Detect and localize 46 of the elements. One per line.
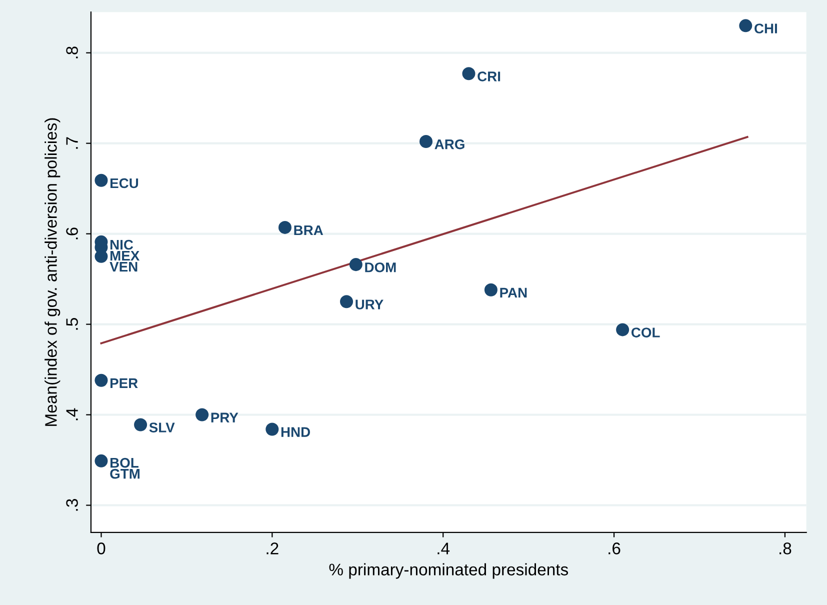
- point: [94, 454, 108, 468]
- y-tick-label: .4: [66, 408, 78, 420]
- point: [266, 422, 279, 436]
- annotation: PAN: [500, 288, 527, 298]
- point: [94, 174, 108, 187]
- annotation: SLV: [149, 422, 175, 432]
- point: [419, 134, 433, 148]
- y-tick-label: .7: [66, 137, 78, 149]
- y-tick-label: .8: [66, 46, 78, 58]
- annotation: ARG: [434, 139, 464, 150]
- annotation: BOL: [110, 458, 138, 468]
- x-tick-label: .2: [266, 542, 278, 554]
- annotation: CRI: [478, 72, 500, 82]
- point: [94, 250, 108, 263]
- y-axis-title: Mean(index of gov. anti-diversion policies): [44, 118, 60, 426]
- annotation: ECU: [110, 178, 138, 188]
- x-tick-label: .4: [438, 542, 450, 554]
- annotation: NIC: [110, 240, 134, 250]
- annotation: COL: [631, 328, 660, 338]
- point: [616, 323, 630, 336]
- annotation: MEX: [110, 250, 140, 261]
- x-tick-label: .8: [780, 542, 792, 554]
- annotation: HND: [281, 427, 310, 437]
- annotation: URY: [356, 300, 384, 310]
- x-tick-label: .6: [608, 542, 620, 554]
- x-axis-title: % primary-nominated presidents: [329, 563, 568, 579]
- point: [340, 295, 354, 308]
- point: [278, 220, 292, 234]
- annotation: BRA: [294, 225, 324, 236]
- y-tick-label: .5: [66, 318, 78, 330]
- point: [484, 283, 498, 296]
- y-tick-label: .6: [66, 228, 78, 240]
- x-tick-label: 0: [97, 542, 106, 554]
- annotation: DOM: [365, 262, 396, 272]
- y-tick-label: .3: [66, 499, 78, 511]
- point: [462, 67, 476, 80]
- annotation: VEN: [110, 262, 138, 272]
- annotation: PER: [110, 378, 138, 388]
- point: [349, 258, 362, 272]
- annotation: GTM: [110, 468, 140, 479]
- point: [196, 408, 209, 422]
- point: [739, 19, 752, 32]
- annotation: PRY: [211, 412, 238, 422]
- point: [134, 418, 148, 432]
- point: [94, 374, 108, 387]
- annotation: CHI: [754, 24, 777, 34]
